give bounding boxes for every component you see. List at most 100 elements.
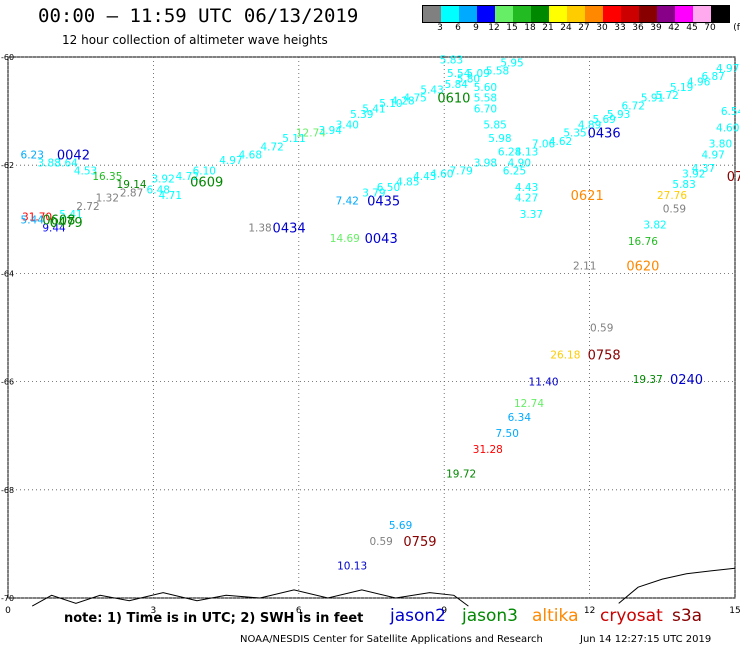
legend-item-cryosat: cryosat [600, 606, 663, 626]
wave-height-value: 5.11 [282, 133, 305, 145]
scale-swatch [711, 6, 729, 22]
wave-height-value: 4.43 [413, 171, 436, 183]
wave-height-value: 5.60 [474, 82, 497, 94]
wave-height-value: 5.83 [672, 179, 695, 191]
wave-height-value: 27.76 [657, 190, 687, 202]
scale-tick-label: 15 [506, 23, 518, 33]
y-tick-label: -68 [1, 486, 14, 495]
wave-height-value: 6.70 [474, 103, 497, 115]
wave-height-value: 5.35 [563, 128, 586, 140]
credit-text: NOAA/NESDIS Center for Satellite Applica… [240, 634, 543, 645]
x-tick-label: 3 [151, 606, 157, 616]
wave-height-value: 6.34 [508, 412, 532, 424]
generated-timestamp: Jun 14 12:27:15 UTC 2019 [580, 634, 712, 645]
wave-height-value: 4.71 [159, 190, 182, 202]
y-tick-label: -66 [1, 378, 14, 387]
scale-tick-label: 12 [488, 23, 500, 33]
pass-label: 0758 [588, 349, 621, 364]
pass-label: 0609 [190, 175, 223, 190]
wave-height-value: 5.69 [389, 520, 412, 532]
wave-height-value: 3.37 [520, 209, 543, 221]
wave-height-value: 16.35 [92, 171, 122, 183]
scale-tick-label: 18 [524, 23, 536, 33]
scale-tick-label: 39 [650, 23, 662, 33]
wave-height-value: 4.89 [578, 120, 601, 132]
wave-height-value: 6.50 [377, 182, 400, 194]
x-tick-label: 12 [584, 606, 595, 616]
pass-label: 0043 [365, 232, 398, 247]
y-tick-label: -62 [1, 161, 14, 170]
wave-height-value: 6.25 [503, 166, 526, 178]
wave-height-value: 6.48 [147, 185, 170, 197]
wave-height-value: 1.32 [96, 193, 119, 205]
x-tick-label: 0 [5, 606, 11, 616]
wave-height-value: 5.58 [486, 66, 509, 78]
page-title: 00:00 – 11:59 UTC 06/13/2019 [38, 5, 359, 27]
pass-label: 0610 [437, 92, 470, 107]
wave-height-value: 6.23 [21, 149, 44, 161]
wave-height-value: 5.09 [466, 68, 489, 80]
wave-height-value: 31.70 [22, 212, 52, 224]
wave-height-value: 5.58 [474, 93, 497, 105]
scale-tick-label: 9 [473, 23, 479, 33]
wave-height-value: 19.72 [446, 469, 476, 481]
wave-height-value: 3.98 [474, 157, 497, 169]
scale-swatch [639, 6, 657, 22]
wave-height-value: 5.95 [500, 57, 523, 69]
wave-height-value: 4.97 [219, 155, 242, 167]
x-tick-label: 6 [296, 606, 302, 616]
wave-height-value: 3.79 [362, 187, 385, 199]
wave-height-value: 4.97 [716, 63, 739, 75]
scale-tick-label: 45 [686, 23, 698, 33]
scale-tick-label: 24 [560, 23, 572, 33]
wave-height-value: 4.85 [396, 176, 419, 188]
scale-swatch [549, 6, 567, 22]
wave-height-value: 4.60 [430, 168, 453, 180]
pass-label: 0436 [588, 127, 621, 142]
scale-swatch [495, 6, 513, 22]
scale-swatch [441, 6, 459, 22]
wave-height-value: 6.28 [498, 147, 521, 159]
wave-height-value: 5.93 [607, 109, 630, 121]
scale-swatch [567, 6, 585, 22]
y-tick-label: -70 [1, 594, 14, 603]
y-tick-label: -60 [1, 53, 14, 62]
wave-height-value: 0.59 [663, 203, 686, 215]
wave-height-value: 7.42 [336, 195, 359, 207]
wave-height-value: 5.80 [457, 74, 480, 86]
wave-height-value: 3.92 [151, 174, 174, 186]
coastline [618, 567, 736, 604]
scale-swatch [513, 6, 531, 22]
wave-height-value: 6.10 [193, 166, 216, 178]
footer-note: note: 1) Time is in UTC; 2) SWH is in fe… [64, 611, 364, 626]
wave-height-value: 5.39 [350, 109, 373, 121]
wave-height-value: 5.41 [362, 103, 385, 115]
wave-height-value: 2.11 [573, 260, 596, 272]
scale-swatch [675, 6, 693, 22]
wave-height-value: 3.88 [38, 157, 61, 169]
color-scale-bar [422, 5, 730, 23]
wave-height-value: 4.72 [260, 141, 283, 153]
wave-height-value: 3.92 [682, 168, 705, 180]
pass-label: 0434 [273, 221, 306, 236]
wave-height-value: 4.72 [176, 171, 199, 183]
wave-height-value: 5.54 [447, 68, 471, 80]
page-subtitle: 12 hour collection of altimeter wave hei… [62, 33, 328, 47]
scale-swatch [531, 6, 549, 22]
pass-label: 0621 [571, 189, 604, 204]
x-tick-label: 9 [441, 606, 447, 616]
wave-height-value: 6.87 [701, 71, 724, 83]
wave-height-value: 5.91 [641, 93, 664, 105]
wave-height-value: 4.27 [515, 193, 538, 205]
wave-height-value: 5.98 [488, 133, 511, 145]
wave-height-value: 26.18 [550, 350, 580, 362]
pass-label: 0620 [626, 259, 659, 274]
scale-swatch [585, 6, 603, 22]
wave-height-value: 19.14 [117, 179, 147, 191]
wave-height-value: 4.13 [515, 147, 538, 159]
wave-height-value: 5.84 [445, 79, 469, 91]
wave-height-value: 4.28 [391, 95, 414, 107]
legend-item-s3a: s3a [672, 606, 703, 626]
wave-height-value: 31.28 [473, 444, 503, 456]
wave-height-value: 4.68 [239, 149, 262, 161]
